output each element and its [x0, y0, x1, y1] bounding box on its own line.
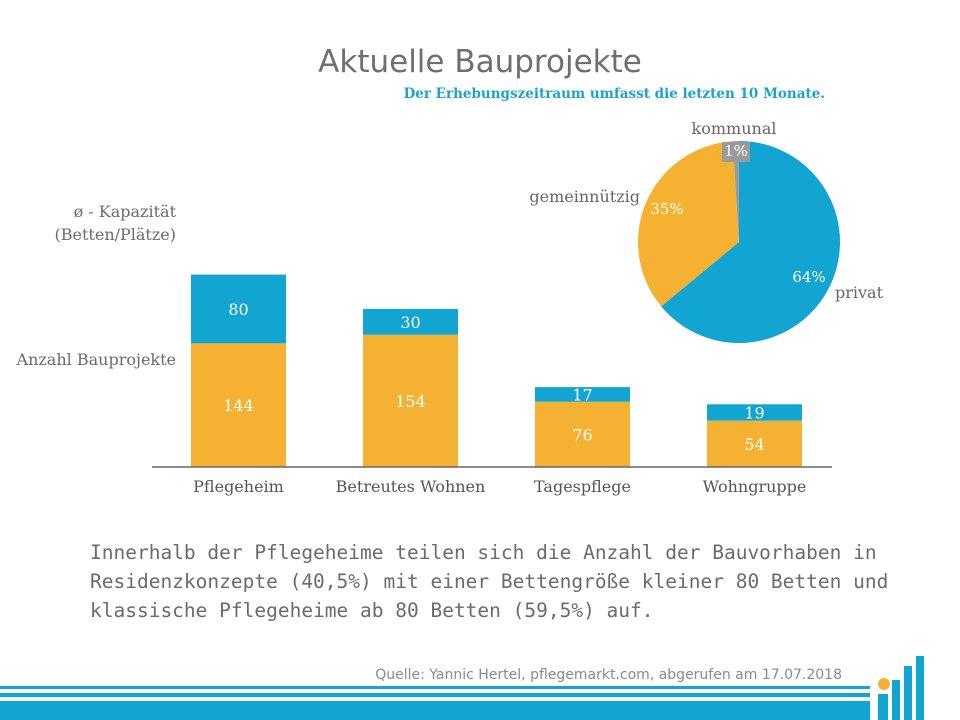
- pie-category-label: gemeinnützig: [529, 187, 640, 206]
- bar-capacity-1: [363, 308, 458, 335]
- row-label-capacity: ø - Kapazität (Betten/Plätze): [54, 202, 176, 244]
- bar-value-label: 54: [744, 435, 764, 454]
- pie-percent-label: 1%: [724, 142, 748, 160]
- bar-capacity-0: [191, 274, 286, 344]
- pie-percent-label: 64%: [792, 268, 825, 286]
- pie-slice-privat: [661, 141, 840, 343]
- category-label: Tagespflege: [534, 477, 631, 496]
- chart-subtitle: Der Erhebungszeitraum umfasst die letzte…: [403, 86, 825, 102]
- bar-count-1: [363, 334, 458, 467]
- bar-count-0: [191, 343, 286, 467]
- pie-slice-kommunal: [732, 141, 739, 242]
- footer-stripes: [0, 686, 870, 720]
- bar-value-label: 80: [228, 300, 248, 319]
- pie-label-bg: [722, 142, 750, 162]
- bar-value-label: 19: [744, 403, 764, 422]
- brand-logo-icon: [878, 656, 924, 720]
- row-label-count: Anzahl Bauprojekte: [16, 350, 176, 369]
- pie-category-label: privat: [835, 283, 884, 302]
- bar-value-label: 30: [400, 313, 420, 332]
- bar-value-label: 76: [572, 425, 592, 444]
- pie-slice-gemeinnützig: [638, 141, 739, 307]
- bar-value-label: 17: [572, 385, 592, 404]
- pie-category-label: kommunal: [692, 119, 777, 138]
- bar-count-2: [535, 401, 630, 467]
- bar-value-label: 154: [395, 392, 426, 411]
- bar-capacity-3: [707, 404, 802, 421]
- description-text: Innerhalb der Pflegeheime teilen sich di…: [90, 541, 889, 622]
- bar-value-label: 144: [223, 396, 254, 415]
- source-note: Quelle: Yannic Hertel, pflegemarkt.com, …: [375, 667, 842, 683]
- pie-percent-label: 35%: [650, 200, 683, 218]
- bar-count-3: [707, 420, 802, 467]
- category-label: Betreutes Wohnen: [336, 477, 486, 496]
- chart-title: Aktuelle Bauprojekte: [318, 44, 642, 80]
- bar-capacity-2: [535, 387, 630, 402]
- category-label: Wohngruppe: [703, 477, 807, 496]
- category-label: Pflegeheim: [193, 477, 284, 496]
